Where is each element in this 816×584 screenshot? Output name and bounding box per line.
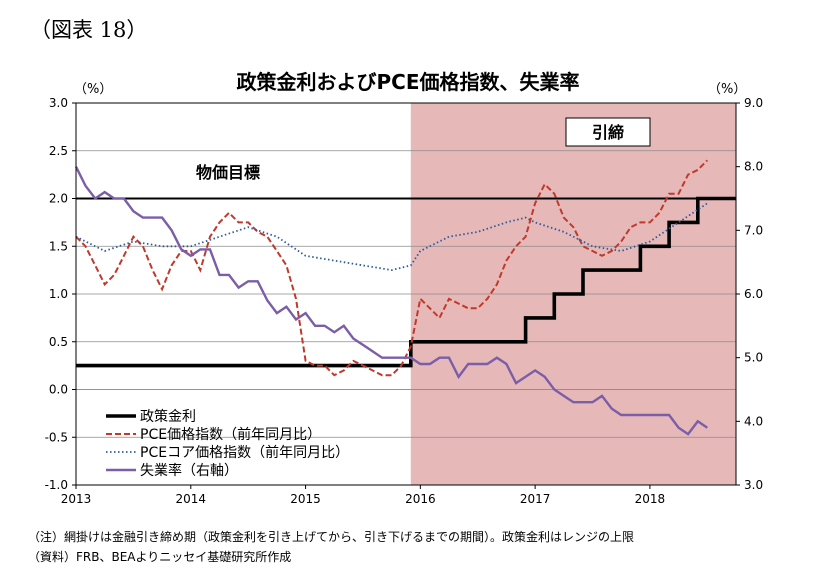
right-tick-label: 5.0 — [744, 351, 763, 365]
left-tick-label: 2.5 — [49, 144, 68, 158]
tightening-label-box — [565, 117, 651, 147]
right-axis-unit: （%） — [708, 82, 747, 97]
left-tick-label: 1.0 — [49, 287, 68, 301]
axes: 3.0 2.5 2.0 1.5 1.0 0.5 0.0 -0.5 -1.0 9.0 8.0 7.0 6.… — [45, 96, 764, 506]
left-tick-label: -1.0 — [45, 478, 68, 492]
right-tick-label: 7.0 — [744, 223, 763, 237]
footnote-note: （注）網掛けは金融引き締め期（政策金利を引き上げてから、引き下げるまでの期間）。… — [28, 530, 635, 544]
left-tick-label: 0.0 — [49, 383, 68, 397]
series-line-3 — [75, 202, 708, 272]
series-line-1 — [76, 196, 736, 368]
left-axis-unit: （%） — [74, 82, 113, 97]
left-tick-label: 1.5 — [49, 239, 68, 253]
right-tick-label: 8.0 — [744, 160, 763, 174]
price-target-label: 物価目標 — [196, 163, 260, 182]
legend-label-2: PCE価格指数（前年同月比） — [140, 426, 321, 443]
series-line-2 — [75, 159, 709, 377]
plot-border — [75, 102, 737, 486]
legend: 政策金利PCE価格指数（前年同月比）PCEコア価格指数（前年同月比）失業率（右軸… — [106, 408, 349, 479]
tightening-label: 引締 — [592, 123, 624, 142]
x-tick-label: 2017 — [520, 492, 551, 506]
figure-label: （図表 18） — [30, 18, 148, 42]
x-tick-label: 2013 — [61, 492, 92, 506]
left-tick-label: -0.5 — [45, 430, 68, 444]
right-tick-label: 9.0 — [744, 96, 763, 110]
x-tick-label: 2018 — [635, 492, 666, 506]
x-tick-label: 2016 — [405, 492, 436, 506]
footnote-source: （資料）FRB、BEAよりニッセイ基礎研究所作成 — [28, 550, 292, 564]
right-tick-label: 3.0 — [744, 478, 763, 492]
chart-title: 政策金利およびPCE価格指数、失業率 — [236, 70, 580, 94]
series-layer — [74, 159, 736, 436]
left-tick-label: 0.5 — [49, 335, 68, 349]
x-tick-label: 2014 — [176, 492, 207, 506]
right-tick-label: 4.0 — [744, 414, 763, 428]
left-tick-label: 3.0 — [49, 96, 68, 110]
x-tick-label: 2015 — [290, 492, 321, 506]
left-tick-label: 2.0 — [49, 192, 68, 206]
legend-label-4: 失業率（右軸） — [140, 462, 238, 479]
legend-label-3: PCEコア価格指数（前年同月比） — [140, 444, 349, 461]
right-tick-label: 6.0 — [744, 287, 763, 301]
series-line-4 — [74, 166, 708, 436]
legend-label-1: 政策金利 — [140, 408, 196, 425]
